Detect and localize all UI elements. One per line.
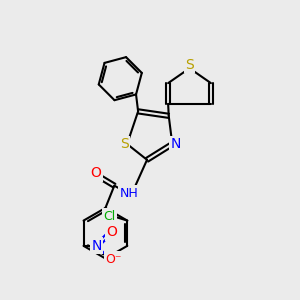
Text: N: N (92, 239, 102, 253)
Text: O⁻: O⁻ (105, 253, 122, 266)
Text: NH: NH (120, 187, 139, 200)
Text: O: O (106, 226, 117, 239)
Text: S: S (185, 58, 194, 72)
Text: Cl: Cl (103, 210, 116, 223)
Text: N: N (171, 137, 181, 151)
Text: O: O (91, 166, 101, 180)
Text: S: S (120, 137, 128, 151)
